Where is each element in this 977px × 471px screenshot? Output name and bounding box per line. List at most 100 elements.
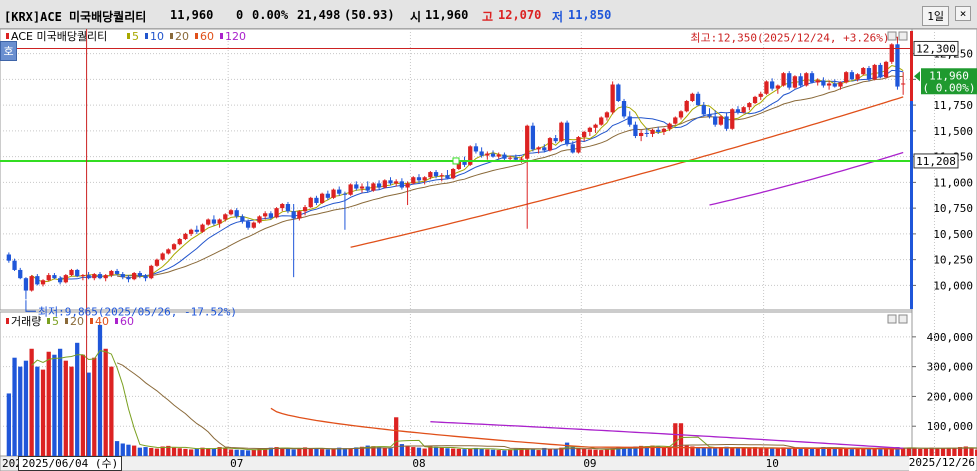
legend-label: 20: [70, 315, 84, 328]
volume-tick-label: 400,000: [927, 331, 973, 344]
period-selector[interactable]: 1일: [922, 6, 949, 26]
candle-body: [507, 157, 513, 159]
stock-name[interactable]: [KRX]ACE 미국배당퀄리티: [4, 10, 147, 24]
candle: [365, 181, 370, 193]
support-line-tag: [913, 153, 959, 169]
volume-bar: [103, 348, 108, 456]
candle: [234, 208, 239, 219]
volume-bar: [382, 447, 387, 456]
volume-bar: [656, 446, 661, 456]
candle: [257, 215, 262, 224]
candle-body: [211, 219, 217, 224]
candle: [809, 71, 815, 84]
close-button[interactable]: ×: [955, 6, 971, 21]
volume-bar: [240, 450, 245, 456]
ma10-line: [59, 69, 904, 280]
candle: [114, 268, 120, 276]
legend-swatch: [195, 33, 198, 39]
candle: [844, 71, 849, 84]
volume-bar: [701, 447, 706, 456]
candle: [752, 95, 758, 105]
price-tick-label: 10,000: [933, 279, 973, 292]
candle-body: [411, 177, 416, 184]
volume-bar: [604, 448, 610, 456]
candle: [724, 112, 729, 131]
volume-bar: [268, 447, 274, 456]
candle: [616, 83, 621, 103]
candle-body: [405, 183, 410, 188]
volume-bar: [29, 348, 34, 456]
candle-body: [547, 138, 553, 151]
candle: [570, 141, 575, 154]
volume-bar: [667, 447, 672, 456]
volume-bar: [559, 447, 564, 456]
candle-body: [570, 144, 575, 153]
legend-label: 20: [175, 30, 189, 43]
volume-bar: [331, 448, 336, 456]
volume-bar: [866, 448, 872, 456]
candle-body: [359, 186, 365, 189]
candle: [354, 181, 359, 191]
candle: [46, 273, 51, 282]
max-annotation: 최고:12,350(2025/12/24, +3.26%): [690, 31, 889, 44]
chart-canvas[interactable]: 10,00010,25010,50010,75011,00011,25011,5…: [0, 29, 977, 471]
volume-bar: [940, 448, 946, 456]
candle-body: [314, 197, 319, 203]
y-axis-area: [911, 29, 977, 471]
volume-bar: [120, 443, 125, 456]
volume-bar: [12, 357, 17, 456]
volume-bar: [525, 449, 530, 456]
candle-body: [781, 73, 786, 86]
candle: [656, 126, 661, 134]
volume-bar: [206, 448, 211, 456]
candle-body: [154, 259, 160, 266]
volume-bar: [411, 447, 416, 456]
candle: [485, 151, 490, 160]
volume-bar: [183, 448, 188, 456]
candle: [75, 268, 80, 278]
candle: [97, 272, 103, 280]
volume-bar: [872, 448, 877, 456]
volume-bar: [314, 448, 319, 456]
candle: [103, 274, 108, 282]
candle: [707, 108, 712, 119]
volume-bar: [445, 448, 450, 456]
candle-body: [126, 277, 131, 280]
volume-bar: [713, 448, 718, 456]
volume-bar: [621, 447, 627, 456]
candle-body: [673, 117, 678, 124]
candle-body: [188, 229, 194, 234]
candle-body: [787, 73, 792, 88]
volume-bar: [798, 448, 803, 456]
volume-bar: [200, 447, 205, 456]
price-change: 0: [236, 8, 244, 22]
volume-bar: [690, 446, 695, 456]
candle-body: [815, 80, 820, 83]
volume-bar: [451, 448, 456, 456]
volume-bar: [462, 449, 467, 456]
open-price: 11,960: [425, 8, 469, 22]
candle-body: [337, 189, 342, 194]
volume-bar: [678, 423, 684, 456]
candle: [29, 275, 34, 292]
candle: [57, 276, 63, 285]
crosshair-date-label: 2025/06/04 (수): [18, 456, 123, 471]
volume-bar: [752, 447, 758, 456]
candle: [490, 150, 496, 158]
candle-body: [18, 269, 23, 279]
candle-body: [542, 147, 547, 151]
candle-body: [69, 269, 74, 276]
candle: [132, 272, 137, 281]
candle-body: [376, 183, 382, 188]
candle-body: [52, 275, 57, 279]
price-tick-label: 10,750: [933, 202, 973, 215]
candle: [901, 72, 906, 95]
quote-toggle-button[interactable]: 호: [0, 41, 17, 61]
volume-bar: [422, 448, 427, 456]
candle: [553, 134, 558, 144]
candle: [547, 137, 553, 152]
candle: [411, 176, 416, 185]
candle-body: [553, 138, 558, 142]
volume-bar: [838, 448, 843, 456]
candle-body: [183, 233, 188, 240]
